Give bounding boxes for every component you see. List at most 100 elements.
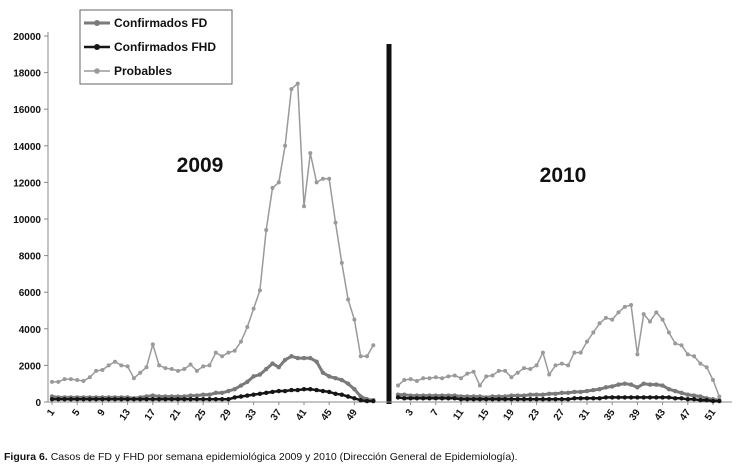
- point: [522, 366, 526, 371]
- point: [106, 397, 111, 402]
- caption-label: Figura 6.: [4, 451, 48, 463]
- y-tick-label: 10000: [13, 215, 41, 226]
- point: [635, 395, 640, 400]
- point: [610, 395, 615, 400]
- point: [685, 397, 690, 402]
- legend-label: Confirmados FHD: [114, 40, 216, 54]
- point: [358, 397, 363, 403]
- point: [628, 382, 634, 387]
- point: [452, 396, 457, 401]
- point: [169, 397, 174, 402]
- point: [81, 397, 86, 402]
- point: [547, 391, 552, 396]
- point: [440, 376, 445, 381]
- point: [534, 363, 539, 368]
- point: [496, 397, 501, 402]
- point: [692, 354, 697, 359]
- point: [194, 397, 200, 402]
- point: [68, 377, 73, 382]
- point: [628, 395, 634, 400]
- point: [654, 395, 659, 400]
- point: [213, 397, 218, 402]
- point: [220, 354, 225, 359]
- point: [622, 304, 627, 309]
- point: [144, 397, 149, 402]
- point: [635, 385, 640, 390]
- point: [679, 343, 684, 348]
- point: [553, 391, 558, 396]
- point: [251, 306, 256, 311]
- point: [547, 372, 552, 377]
- point: [553, 363, 558, 368]
- point: [364, 398, 370, 404]
- point: [433, 375, 438, 380]
- point: [685, 352, 690, 357]
- point: [157, 363, 162, 368]
- point: [352, 386, 357, 392]
- point: [540, 392, 546, 397]
- point: [396, 383, 400, 388]
- point: [339, 260, 344, 265]
- point: [673, 388, 678, 394]
- point: [207, 392, 212, 397]
- annotation: 2010: [540, 164, 587, 187]
- point: [603, 315, 608, 320]
- point: [232, 348, 237, 353]
- y-tick-label: 14000: [13, 142, 41, 153]
- point: [534, 392, 539, 397]
- point: [352, 396, 357, 401]
- point: [421, 396, 426, 401]
- annotation: 2009: [177, 154, 224, 177]
- point: [125, 397, 130, 402]
- point: [641, 312, 646, 317]
- point: [75, 378, 80, 383]
- point: [704, 365, 709, 370]
- y-tick-label: 4000: [19, 325, 42, 336]
- point: [358, 354, 363, 359]
- point: [276, 180, 281, 185]
- point: [295, 355, 300, 361]
- point: [232, 395, 237, 400]
- point: [113, 359, 117, 364]
- point: [352, 317, 357, 322]
- point: [433, 396, 438, 401]
- point: [68, 397, 74, 402]
- legend-marker: [94, 68, 100, 74]
- y-tick-label: 0: [35, 398, 41, 409]
- point: [585, 339, 589, 344]
- point: [553, 397, 558, 402]
- point: [62, 377, 67, 382]
- point: [402, 378, 407, 383]
- point: [610, 317, 615, 322]
- point: [264, 390, 269, 396]
- y-tick-label: 6000: [19, 288, 42, 299]
- point: [289, 387, 294, 393]
- point: [572, 389, 577, 395]
- point: [515, 397, 520, 402]
- point: [408, 396, 413, 401]
- series-line: [51, 354, 374, 402]
- point: [471, 397, 476, 402]
- point: [521, 397, 527, 402]
- point: [414, 396, 420, 401]
- point: [402, 392, 407, 397]
- point: [188, 397, 193, 402]
- point: [408, 377, 413, 382]
- legend-label: Probables: [114, 64, 172, 78]
- point: [163, 366, 168, 371]
- point: [704, 397, 709, 403]
- point: [49, 397, 55, 402]
- series-line: [397, 396, 720, 403]
- point: [477, 383, 482, 388]
- point: [106, 363, 111, 368]
- point: [616, 395, 621, 400]
- point: [509, 375, 514, 380]
- point: [301, 355, 307, 361]
- point: [648, 319, 652, 324]
- point: [156, 397, 162, 402]
- point: [270, 185, 275, 190]
- x-tick-label: 9: [96, 407, 108, 418]
- point: [591, 330, 596, 335]
- point: [666, 386, 672, 392]
- point: [138, 397, 143, 402]
